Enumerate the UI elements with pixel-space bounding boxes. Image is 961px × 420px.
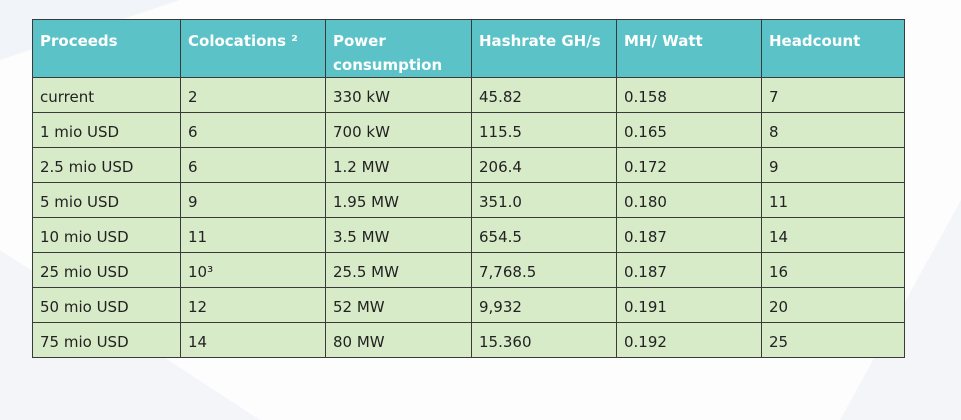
- table-cell: 52 MW: [325, 287, 472, 323]
- table-cell: 9,932: [471, 287, 617, 323]
- table-row: 75 mio USD 14 80 MW 15.360 0.192 25: [32, 322, 905, 358]
- table-cell: 206.4: [471, 147, 617, 183]
- table-row: 5 mio USD 9 1.95 MW 351.0 0.180 11: [32, 182, 905, 218]
- table-cell: 11: [180, 217, 326, 253]
- header-row: Proceeds Colocations ² Power consumption Ha…: [32, 19, 905, 78]
- table-cell: 10³: [180, 252, 326, 288]
- table-cell: 75 mio USD: [32, 322, 181, 358]
- header-cell: Headcount: [761, 19, 905, 78]
- table-cell: 0.158: [616, 77, 762, 113]
- table-cell: 11: [761, 182, 905, 218]
- table-cell: 7,768.5: [471, 252, 617, 288]
- table-body: current 2 330 kW 45.82 0.158 7 1 mio USD 6 700 k…: [32, 77, 905, 358]
- table-cell: 0.191: [616, 287, 762, 323]
- table-cell: 16: [761, 252, 905, 288]
- table-row: 50 mio USD 12 52 MW 9,932 0.191 20: [32, 287, 905, 323]
- table-cell: 50 mio USD: [32, 287, 181, 323]
- table-cell: 14: [761, 217, 905, 253]
- table-cell: 3.5 MW: [325, 217, 472, 253]
- table-cell: 700 kW: [325, 112, 472, 148]
- header-cell: Colocations ²: [180, 19, 326, 78]
- table-cell: 2.5 mio USD: [32, 147, 181, 183]
- table-cell: 0.180: [616, 182, 762, 218]
- table-cell: 1.2 MW: [325, 147, 472, 183]
- data-table: Proceeds Colocations ² Power consumption Ha…: [32, 19, 905, 358]
- table-cell: 6: [180, 147, 326, 183]
- table-cell: 7: [761, 77, 905, 113]
- table-cell: 0.187: [616, 217, 762, 253]
- table-row: 2.5 mio USD 6 1.2 MW 206.4 0.172 9: [32, 147, 905, 183]
- table-row: 10 mio USD 11 3.5 MW 654.5 0.187 14: [32, 217, 905, 253]
- table-cell: current: [32, 77, 181, 113]
- table-cell: 25.5 MW: [325, 252, 472, 288]
- table-cell: 9: [761, 147, 905, 183]
- header-cell: Power consumption: [325, 19, 472, 78]
- header-cell: MH/ Watt: [616, 19, 762, 78]
- table-cell: 15.360: [471, 322, 617, 358]
- table-cell: 8: [761, 112, 905, 148]
- header-cell: Hashrate GH/s: [471, 19, 617, 78]
- table-cell: 5 mio USD: [32, 182, 181, 218]
- table-cell: 330 kW: [325, 77, 472, 113]
- table-cell: 1.95 MW: [325, 182, 472, 218]
- table-cell: 20: [761, 287, 905, 323]
- table-cell: 45.82: [471, 77, 617, 113]
- table-cell: 2: [180, 77, 326, 113]
- table-cell: 115.5: [471, 112, 617, 148]
- table-cell: 0.172: [616, 147, 762, 183]
- table-row: 1 mio USD 6 700 kW 115.5 0.165 8: [32, 112, 905, 148]
- table-row: current 2 330 kW 45.82 0.158 7: [32, 77, 905, 113]
- table-row: 25 mio USD 10³ 25.5 MW 7,768.5 0.187 16: [32, 252, 905, 288]
- table-cell: 25: [761, 322, 905, 358]
- table-cell: 9: [180, 182, 326, 218]
- table-cell: 0.187: [616, 252, 762, 288]
- table-cell: 80 MW: [325, 322, 472, 358]
- table-cell: 654.5: [471, 217, 617, 253]
- table-cell: 351.0: [471, 182, 617, 218]
- table-cell: 25 mio USD: [32, 252, 181, 288]
- table-cell: 14: [180, 322, 326, 358]
- table-cell: 1 mio USD: [32, 112, 181, 148]
- table-cell: 10 mio USD: [32, 217, 181, 253]
- header-cell: Proceeds: [32, 19, 181, 78]
- table-cell: 0.165: [616, 112, 762, 148]
- table-cell: 12: [180, 287, 326, 323]
- table-cell: 6: [180, 112, 326, 148]
- table-cell: 0.192: [616, 322, 762, 358]
